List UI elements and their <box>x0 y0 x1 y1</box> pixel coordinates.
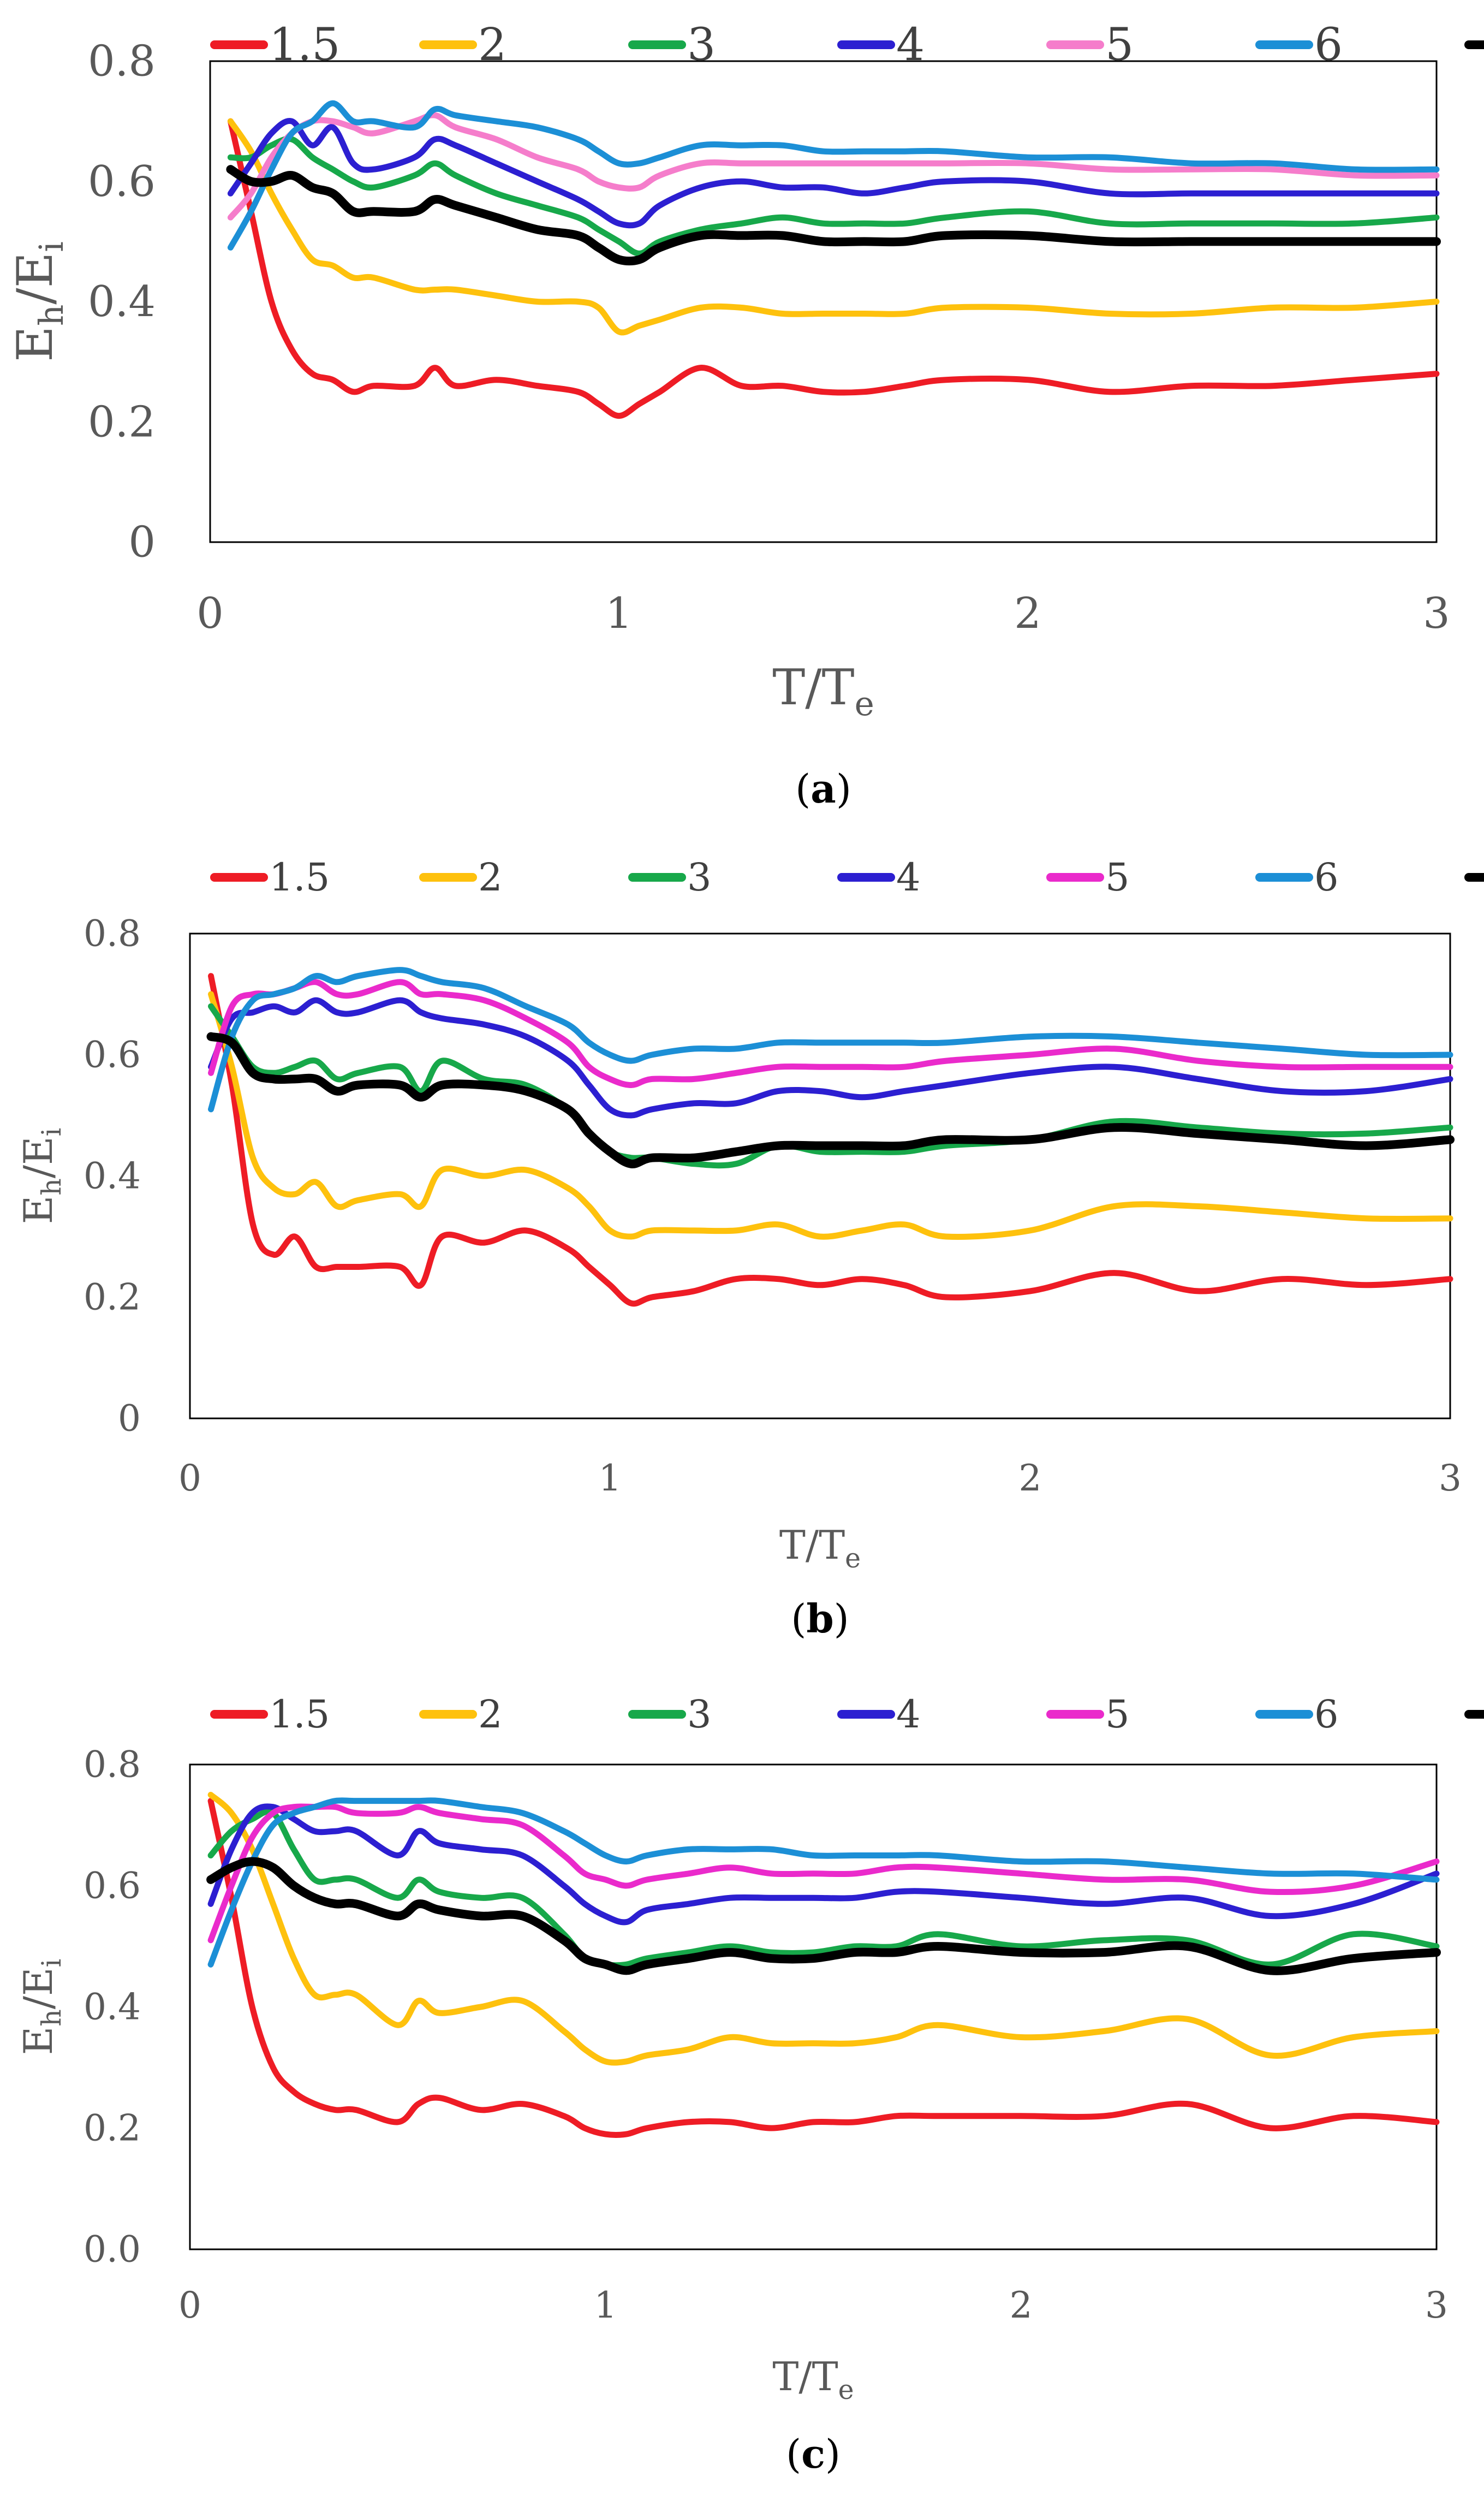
y-axis-label: Eh​/Ei​ <box>7 241 71 362</box>
series-line-1-5 <box>207 1798 1440 2138</box>
y-tick-label: 0.2 <box>88 397 156 447</box>
legend-label: 2 <box>478 19 506 71</box>
chart-panel-a: 00.20.40.60.80123T/Te​Eh​/Ei​1.523456Mea… <box>7 19 1484 812</box>
legend-label: 6 <box>1314 19 1343 71</box>
series-line-4 <box>208 997 1453 1119</box>
series-line-3 <box>207 1808 1440 1969</box>
series-line-2 <box>227 118 1440 336</box>
legend-label: 3 <box>687 855 712 900</box>
x-tick-label: 0 <box>178 2284 201 2326</box>
series-line-4 <box>227 118 1440 229</box>
y-tick-label: 0.4 <box>84 1155 141 1197</box>
legend-label: 2 <box>478 855 503 900</box>
x-tick-label: 3 <box>1423 589 1450 638</box>
series-line-3 <box>208 1003 1453 1169</box>
series-line-mean <box>226 165 1441 266</box>
legend-label: 1.5 <box>269 855 330 900</box>
x-tick-label: 0 <box>196 589 224 638</box>
y-tick-label: 0.6 <box>88 157 156 206</box>
series-line-2 <box>208 991 1453 1240</box>
y-tick-label: 0.2 <box>84 2107 141 2149</box>
y-tick-label: 0.6 <box>84 1864 141 1906</box>
x-axis-label: T/Te​ <box>772 659 874 723</box>
y-tick-label: 0.0 <box>84 2228 141 2270</box>
series-line-6 <box>207 1797 1440 1968</box>
x-tick-label: 3 <box>1425 2284 1448 2326</box>
series-line-6 <box>227 100 1440 251</box>
legend-label: 4 <box>896 19 925 71</box>
series-line-3 <box>227 135 1440 257</box>
legend-label: 5 <box>1105 855 1130 900</box>
x-tick-label: 2 <box>1010 2284 1033 2326</box>
y-axis-label: Eh​/Ei​ <box>15 1128 67 1225</box>
y-tick-label: 0.4 <box>88 277 156 326</box>
series-line-1-5 <box>208 973 1453 1307</box>
x-tick-label: 1 <box>605 589 633 638</box>
legend-label: 2 <box>478 1692 503 1737</box>
x-tick-label: 2 <box>1018 1457 1041 1499</box>
y-tick-label: 0.8 <box>84 1743 141 1785</box>
series-line-5 <box>227 112 1440 221</box>
y-tick-label: 0.8 <box>88 37 156 86</box>
x-axis-label: T/Te​ <box>772 2354 854 2405</box>
plot-area-frame <box>189 1763 1438 2250</box>
y-tick-label: 0.4 <box>84 1986 141 2028</box>
legend-label: 1.5 <box>269 19 340 71</box>
y-tick-label: 0.2 <box>84 1276 141 1318</box>
panel-caption: (a) <box>795 765 851 812</box>
legend-label: 5 <box>1105 19 1134 71</box>
x-axis-label: T/Te​ <box>779 1522 861 1574</box>
x-tick-label: 0 <box>178 1457 201 1499</box>
series-line-2 <box>207 1792 1440 2066</box>
panel-caption: (c) <box>786 2431 841 2477</box>
series-line-4 <box>207 1803 1440 1926</box>
x-tick-label: 2 <box>1014 589 1041 638</box>
legend-label: 4 <box>896 1692 921 1737</box>
plot-area-frame <box>189 932 1451 1419</box>
series-line-mean <box>206 1032 1455 1168</box>
chart-panel-c: 0.00.20.40.60.80123T/Te​Eh​/Ei​1.523456M… <box>15 1692 1484 2477</box>
legend-label: 3 <box>687 1692 712 1737</box>
y-axis-label: Eh​/Ei​ <box>15 1959 67 2056</box>
series-line-mean <box>206 1857 1441 1975</box>
chart-panel-b: 00.20.40.60.80123T/Te​Eh​/Ei​1.523456Mea… <box>15 855 1484 1642</box>
series-line-5 <box>208 979 1453 1088</box>
legend-label: 3 <box>687 19 716 71</box>
plot-area-frame <box>209 60 1438 543</box>
legend-label: 4 <box>896 855 921 900</box>
y-tick-label: 0 <box>128 518 156 567</box>
legend-label: 6 <box>1314 1692 1339 1737</box>
series-line-1-5 <box>227 118 1440 419</box>
y-tick-label: 0.8 <box>84 912 141 954</box>
x-tick-label: 1 <box>599 1457 622 1499</box>
panel-caption: (b) <box>791 1595 849 1642</box>
series-line-6 <box>208 967 1453 1113</box>
legend-label: 6 <box>1314 855 1339 900</box>
x-tick-label: 3 <box>1439 1457 1462 1499</box>
x-tick-label: 1 <box>594 2284 617 2326</box>
y-tick-label: 0 <box>118 1397 141 1439</box>
legend-label: 5 <box>1105 1692 1130 1737</box>
legend-label: 1.5 <box>269 1692 330 1737</box>
y-tick-label: 0.6 <box>84 1033 141 1076</box>
